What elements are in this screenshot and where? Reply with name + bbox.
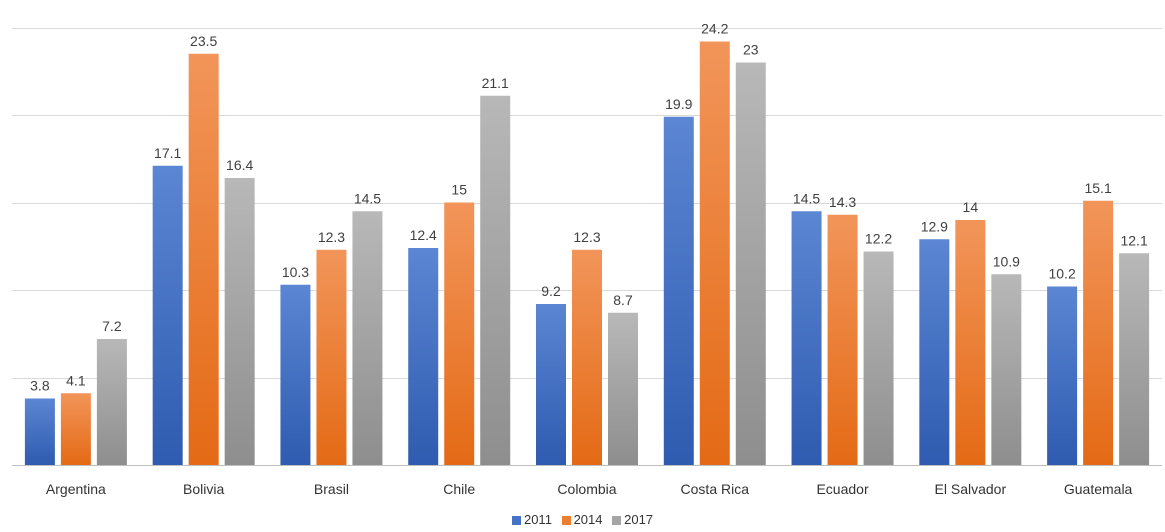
bar-argentina-2011 xyxy=(24,398,55,465)
data-label-brasil-2014: 12.3 xyxy=(318,229,345,245)
bar-el-salvador-2017 xyxy=(991,274,1022,465)
data-labels: 3.8 4.1 7.2 17.1 23.5 16.4 10.3 12.3 14.5 12.4 15 2… xyxy=(30,21,1148,394)
bar-bolivia-2017 xyxy=(224,178,255,465)
data-label-el-salvador-2011: 12.9 xyxy=(921,218,948,234)
bar-costa-rica-2014 xyxy=(699,41,730,465)
legend-swatch-2011 xyxy=(511,516,521,525)
bar-ecuador-2017 xyxy=(863,251,894,465)
data-label-guatemala-2014: 15.1 xyxy=(1084,180,1111,196)
data-label-guatemala-2011: 10.2 xyxy=(1048,266,1075,282)
bars xyxy=(24,41,1150,465)
data-label-brasil-2011: 10.3 xyxy=(282,264,309,280)
legend: 2011 2014 2017 xyxy=(0,512,1165,527)
bar-costa-rica-2017 xyxy=(735,62,766,465)
data-label-ecuador-2011: 14.5 xyxy=(793,190,820,206)
legend-swatch-2017 xyxy=(612,516,622,525)
bar-brasil-2011 xyxy=(280,284,311,465)
data-label-el-salvador-2014: 14 xyxy=(963,199,979,215)
bar-argentina-2017 xyxy=(96,339,127,465)
bar-guatemala-2017 xyxy=(1119,253,1150,465)
data-label-bolivia-2014: 23.5 xyxy=(190,33,217,49)
bar-chile-2017 xyxy=(480,95,511,465)
data-label-costa-rica-2011: 19.9 xyxy=(665,96,692,112)
data-label-colombia-2014: 12.3 xyxy=(573,229,600,245)
x-tick-label: Argentina xyxy=(46,481,106,497)
bar-guatemala-2011 xyxy=(1047,286,1078,465)
bar-guatemala-2014 xyxy=(1083,200,1114,465)
x-tick-label: El Salvador xyxy=(935,481,1007,497)
bar-colombia-2011 xyxy=(536,304,566,465)
bar-brasil-2014 xyxy=(316,249,347,465)
bar-el-salvador-2014 xyxy=(955,220,986,465)
bar-costa-rica-2011 xyxy=(663,116,694,465)
data-label-guatemala-2017: 12.1 xyxy=(1120,232,1147,248)
bar-colombia-2017 xyxy=(608,312,638,465)
legend-label-2011: 2011 xyxy=(523,512,552,527)
bar-el-salvador-2011 xyxy=(919,239,950,465)
x-tick-label: Brasil xyxy=(314,481,349,497)
legend-item-2011: 2011 xyxy=(511,512,552,527)
data-label-chile-2014: 15 xyxy=(451,182,467,198)
legend-label-2017: 2017 xyxy=(624,512,654,527)
data-label-chile-2011: 12.4 xyxy=(410,227,437,243)
bar-ecuador-2011 xyxy=(791,211,822,465)
data-label-chile-2017: 21.1 xyxy=(482,75,509,91)
legend-label-2014: 2014 xyxy=(573,512,603,527)
data-label-ecuador-2017: 12.2 xyxy=(865,231,892,247)
legend-swatch-2014 xyxy=(561,516,571,525)
data-label-bolivia-2017: 16.4 xyxy=(226,157,253,173)
data-label-colombia-2011: 9.2 xyxy=(541,283,561,299)
data-label-argentina-2011: 3.8 xyxy=(30,378,50,394)
data-label-el-salvador-2017: 10.9 xyxy=(993,253,1020,269)
legend-item-2014: 2014 xyxy=(561,512,603,527)
x-axis-tick-labels: Argentina Bolivia Brasil Chile Colombia Costa… xyxy=(46,481,1133,497)
data-label-ecuador-2014: 14.3 xyxy=(829,194,856,210)
x-tick-label: Costa Rica xyxy=(681,481,750,497)
data-label-brasil-2017: 14.5 xyxy=(354,190,381,206)
bar-colombia-2014 xyxy=(572,249,602,465)
bar-chart: 3.8 4.1 7.2 17.1 23.5 16.4 10.3 12.3 14.5 12.4 15 2… xyxy=(12,21,1162,497)
data-label-bolivia-2011: 17.1 xyxy=(154,145,181,161)
data-label-colombia-2017: 8.7 xyxy=(613,292,633,308)
x-tick-label: Chile xyxy=(443,481,475,497)
bar-ecuador-2014 xyxy=(827,214,858,465)
legend-item-2017: 2017 xyxy=(612,512,653,527)
x-tick-label: Guatemala xyxy=(1064,481,1133,497)
bar-argentina-2014 xyxy=(60,393,91,465)
bar-chile-2014 xyxy=(444,202,475,465)
x-tick-label: Ecuador xyxy=(816,481,868,497)
bar-bolivia-2011 xyxy=(152,165,183,465)
bar-brasil-2017 xyxy=(352,211,383,465)
x-tick-label: Bolivia xyxy=(183,481,224,497)
data-label-costa-rica-2017: 23 xyxy=(743,42,759,58)
bar-bolivia-2014 xyxy=(188,53,219,465)
data-label-costa-rica-2014: 24.2 xyxy=(701,21,728,37)
x-tick-label: Colombia xyxy=(557,481,616,497)
data-label-argentina-2014: 4.1 xyxy=(66,372,86,388)
bar-chile-2011 xyxy=(408,248,439,465)
data-label-argentina-2017: 7.2 xyxy=(102,318,122,334)
